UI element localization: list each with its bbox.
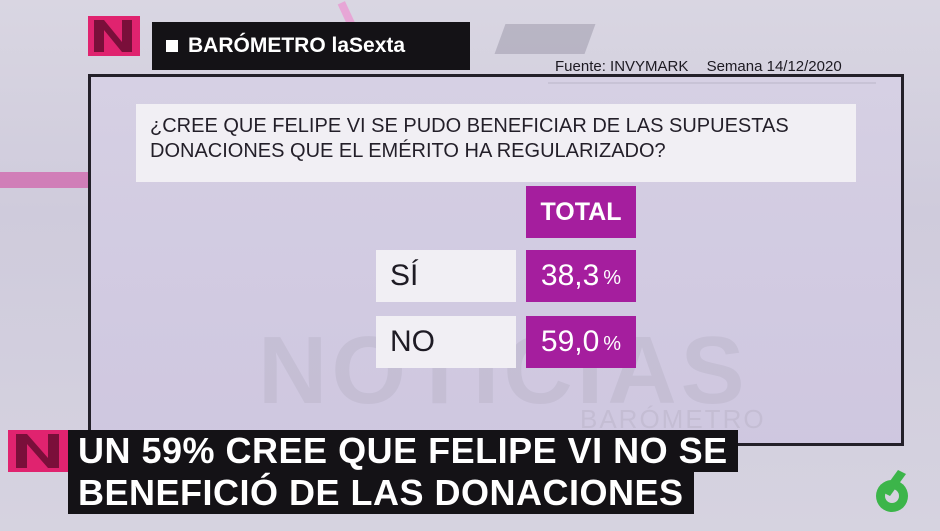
- background-band: [0, 172, 90, 188]
- background-shape: [494, 24, 596, 54]
- row-label-yes: SÍ: [376, 250, 516, 302]
- question-box: ¿CREE QUE FELIPE VI SE PUDO BENEFICIAR D…: [136, 104, 856, 182]
- ticker-n-logo-icon: [8, 430, 68, 472]
- header-bar: BARÓMETRO laSexta: [152, 22, 470, 70]
- value-no: 59,0: [540, 325, 600, 358]
- header-square-icon: [166, 40, 178, 52]
- question-line-1: ¿CREE QUE FELIPE VI SE PUDO BENEFICIAR D…: [150, 115, 789, 137]
- lasexta-6-logo-icon: [868, 466, 928, 516]
- question-line-2: DONACIONES QUE EL EMÉRITO HA REGULARIZAD…: [150, 140, 666, 162]
- source-line: Fuente: INVYMARK Semana 14/12/2020: [555, 58, 856, 75]
- ticker-line-2: BENEFICIÓ DE LAS DONACIONES: [68, 472, 694, 514]
- noticias-n-logo-icon: [88, 16, 140, 56]
- row-value-yes: 38,3%: [526, 250, 636, 302]
- watermark-subtext: BARÓMETRO: [580, 404, 766, 434]
- unit-no: %: [603, 332, 622, 355]
- row-label-no: NO: [376, 316, 516, 368]
- header-title: BARÓMETRO laSexta: [188, 34, 406, 57]
- unit-yes: %: [603, 266, 622, 289]
- ticker-line-1: UN 59% CREE QUE FELIPE VI NO SE: [68, 430, 738, 472]
- source-date: Semana 14/12/2020: [706, 58, 842, 75]
- source-label: Fuente: INVYMARK: [555, 58, 689, 75]
- row-value-no: 59,0%: [526, 316, 636, 368]
- column-header-total: TOTAL: [526, 186, 636, 238]
- value-yes: 38,3: [540, 259, 600, 292]
